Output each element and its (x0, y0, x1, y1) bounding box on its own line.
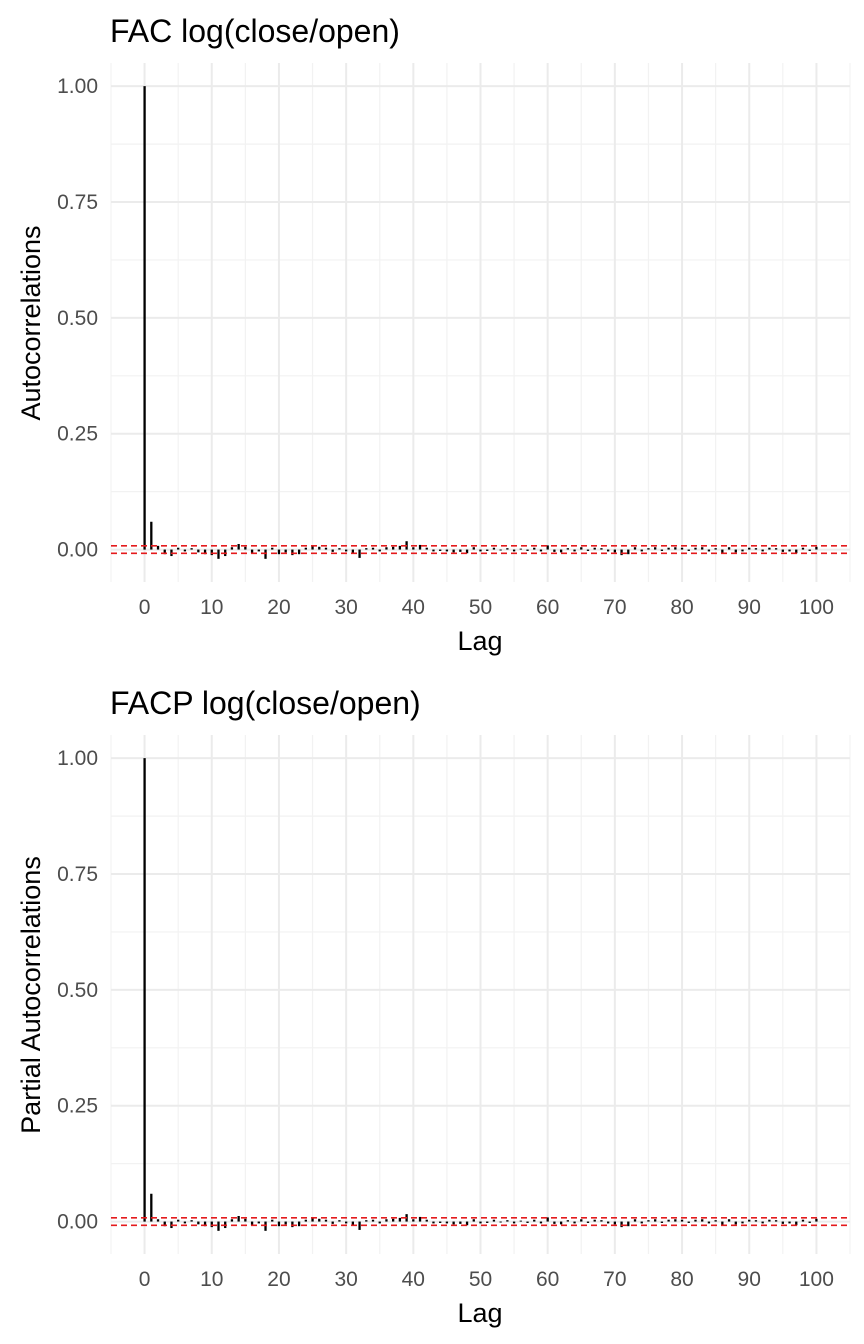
y-axis-title: Partial Autocorrelations (16, 856, 46, 1134)
y-tick-label: 0.00 (57, 1211, 98, 1234)
y-tick-label: 0.75 (57, 863, 98, 886)
x-axis-title: Lag (457, 1298, 502, 1328)
y-tick-label: 0.25 (57, 423, 98, 446)
x-tick-label: 70 (603, 596, 626, 619)
x-tick-label: 0 (139, 596, 151, 619)
pacf-panel: FACP log(close/open) 0 10 20 30 40 50 60 70 80 90… (0, 672, 864, 1344)
x-tick-label: 40 (402, 1268, 425, 1291)
x-tick-label: 80 (670, 596, 693, 619)
chart-title: FACP log(close/open) (110, 685, 421, 721)
chart-title: FAC log(close/open) (110, 13, 400, 49)
acf-chart: FAC log(close/open) 0 10 20 30 40 50 60 70 80 90 1… (16, 13, 851, 656)
x-tick-label: 20 (267, 1268, 290, 1291)
x-tick-label: 60 (536, 596, 559, 619)
x-tick-label: 40 (402, 596, 425, 619)
x-tick-label: 100 (799, 596, 834, 619)
y-tick-label: 0.50 (57, 307, 98, 330)
x-tick-label: 80 (670, 1268, 693, 1291)
pacf-chart: FACP log(close/open) 0 10 20 30 40 50 60 70 80 90… (16, 685, 851, 1328)
x-tick-label: 90 (738, 1268, 761, 1291)
x-tick-label: 100 (799, 1268, 834, 1291)
x-tick-label: 20 (267, 596, 290, 619)
y-tick-label: 0.25 (57, 1095, 98, 1118)
x-tick-label: 60 (536, 1268, 559, 1291)
y-tick-label: 0.00 (57, 539, 98, 562)
x-tick-label: 50 (469, 1268, 492, 1291)
y-tick-label: 0.50 (57, 979, 98, 1002)
x-tick-label: 30 (334, 1268, 357, 1291)
x-axis-title: Lag (457, 626, 502, 656)
x-tick-label: 10 (200, 596, 223, 619)
x-tick-label: 70 (603, 1268, 626, 1291)
x-tick-label: 10 (200, 1268, 223, 1291)
x-tick-label: 30 (334, 596, 357, 619)
y-tick-label: 1.00 (57, 747, 98, 770)
x-tick-label: 90 (738, 596, 761, 619)
x-tick-label: 50 (469, 596, 492, 619)
acf-panel: FAC log(close/open) 0 10 20 30 40 50 60 70 80 90 1… (16, 13, 851, 656)
y-axis-title: Autocorrelations (16, 225, 46, 420)
y-tick-label: 1.00 (57, 75, 98, 98)
x-tick-label: 0 (139, 1268, 151, 1291)
y-tick-label: 0.75 (57, 191, 98, 214)
